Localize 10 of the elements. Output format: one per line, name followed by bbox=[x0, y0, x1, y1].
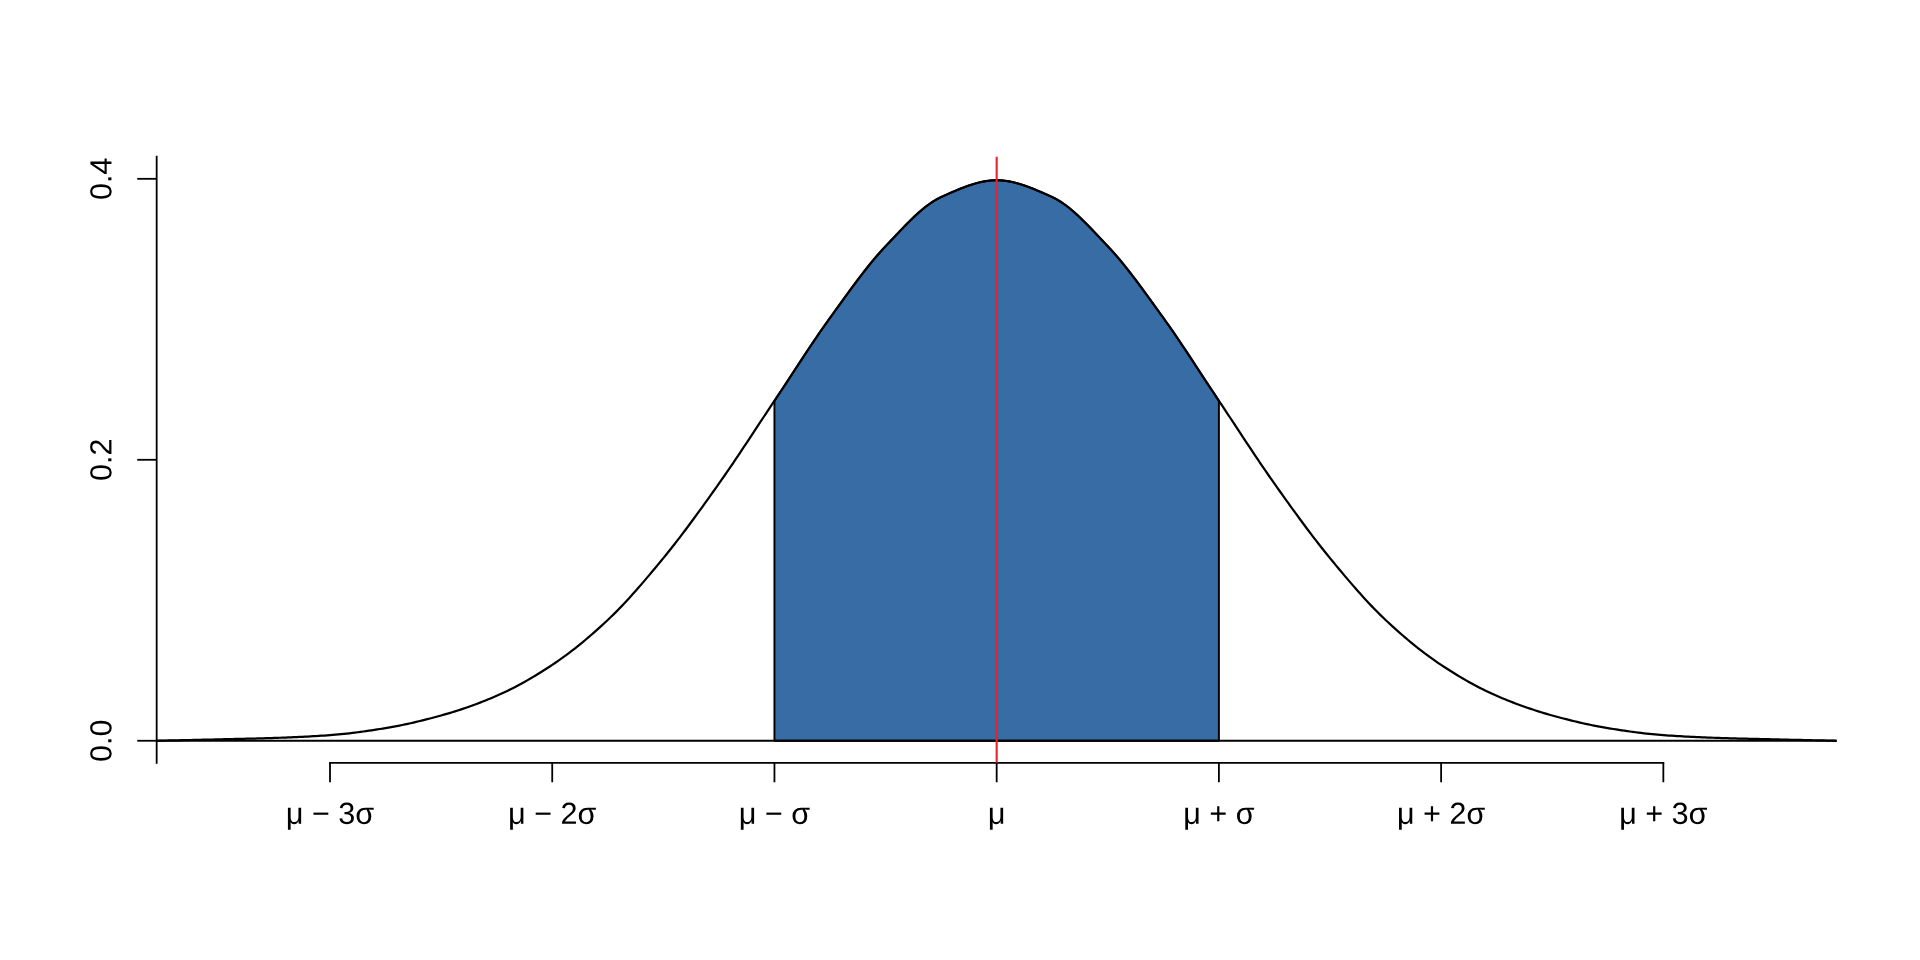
y-tick-label: 0.0 bbox=[90, 720, 112, 761]
y-tick-label: 0.2 bbox=[90, 440, 112, 480]
x-tick-label: μ − σ bbox=[740, 807, 810, 830]
x-tick-label: μ + 3σ bbox=[1621, 802, 1708, 830]
x-tick-label: μ bbox=[989, 807, 1004, 830]
x-tick-label: μ + 2σ bbox=[1399, 802, 1485, 830]
y-tick-label: 0.4 bbox=[90, 158, 112, 199]
x-tick-label: μ − 2σ bbox=[510, 802, 596, 830]
x-tick-label: μ − 3σ bbox=[287, 802, 374, 830]
x-tick-label: μ + σ bbox=[1185, 806, 1255, 830]
